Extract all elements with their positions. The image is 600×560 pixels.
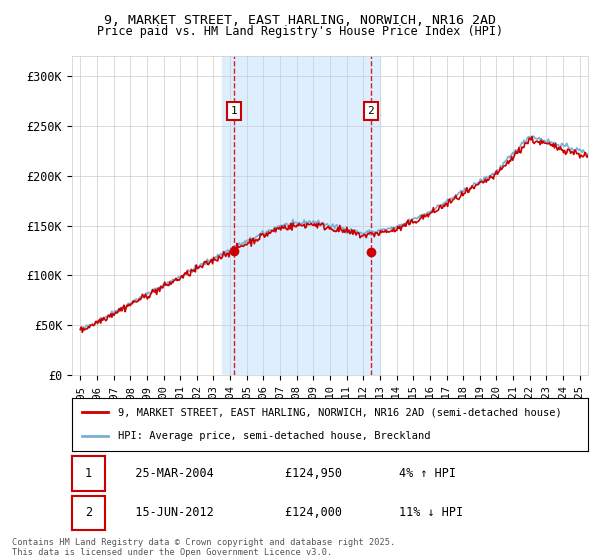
Text: 2: 2: [368, 106, 374, 116]
Text: 25-MAR-2004          £124,950        4% ↑ HPI: 25-MAR-2004 £124,950 4% ↑ HPI: [114, 467, 456, 480]
Text: 9, MARKET STREET, EAST HARLING, NORWICH, NR16 2AD: 9, MARKET STREET, EAST HARLING, NORWICH,…: [104, 14, 496, 27]
Text: 9, MARKET STREET, EAST HARLING, NORWICH, NR16 2AD (semi-detached house): 9, MARKET STREET, EAST HARLING, NORWICH,…: [118, 408, 562, 418]
Text: 2: 2: [85, 506, 92, 520]
Bar: [222, 56, 380, 375]
Text: Price paid vs. HM Land Registry's House Price Index (HPI): Price paid vs. HM Land Registry's House …: [97, 25, 503, 38]
Text: HPI: Average price, semi-detached house, Breckland: HPI: Average price, semi-detached house,…: [118, 431, 431, 441]
Text: 1: 1: [230, 106, 238, 116]
Text: 15-JUN-2012          £124,000        11% ↓ HPI: 15-JUN-2012 £124,000 11% ↓ HPI: [114, 506, 463, 520]
Text: 1: 1: [85, 467, 92, 480]
Text: Contains HM Land Registry data © Crown copyright and database right 2025.
This d: Contains HM Land Registry data © Crown c…: [12, 538, 395, 557]
